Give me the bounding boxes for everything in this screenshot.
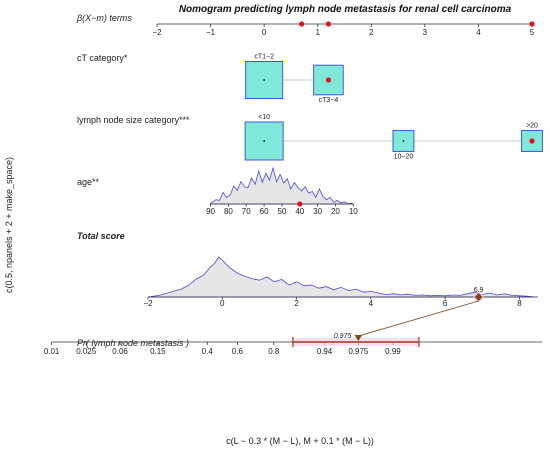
total-score-selected-label: 6.9: [474, 287, 484, 294]
ct-selected-point: [325, 77, 332, 83]
ct-category-panel: cT1−2 cT3−4: [245, 54, 344, 104]
total-score-tick-label: 4: [369, 299, 374, 308]
ln-size-panel: <10 10−20 >20: [244, 114, 543, 161]
beta-tick-label: 4: [476, 28, 481, 37]
probability-tick-label: 0.8: [268, 347, 280, 356]
age-tick-label: 90: [206, 207, 215, 216]
probability-tick-label: 0.4: [202, 347, 214, 356]
beta-tick-label: 5: [530, 28, 535, 37]
beta-marker-point: [529, 21, 535, 27]
probability-panel: 0.01 0.025 0.06 0.15 0.4 0.6 0.8 0.94 0.975 0.990…: [44, 300, 542, 356]
total-score-selected-marker: [474, 293, 483, 301]
probability-label: Pr( lymph node metastasis ): [77, 338, 189, 348]
age-tick-label: 20: [331, 207, 340, 216]
ln-level-label: <10: [258, 114, 270, 121]
ct-level-label: cT1−2: [254, 54, 274, 61]
total-score-tick-label: 2: [294, 299, 299, 308]
ln-level-label: >20: [526, 123, 538, 130]
probability-tick-label: 0.01: [44, 347, 60, 356]
ct-category-label: cT category*: [77, 53, 128, 63]
total-score-tick-label: 6: [443, 299, 448, 308]
beta-tick-label: −1: [206, 28, 216, 37]
age-tick-label: 80: [224, 207, 233, 216]
age-tick-label: 10: [349, 207, 358, 216]
beta-tick-label: 2: [369, 28, 374, 37]
beta-scale-label: β(X−m) terms: [76, 13, 132, 23]
total-score-panel: −2 0 2 4 6 8 6.9: [143, 256, 538, 308]
ln-center-dot: [263, 140, 266, 142]
probability-selected-label: 0.975: [334, 333, 352, 340]
chart-title: Nomogram predicting lymph node metastasi…: [179, 4, 512, 15]
age-tick-label: 70: [242, 207, 251, 216]
beta-tick-label: −2: [152, 28, 162, 37]
age-tick-label: 50: [277, 207, 286, 216]
age-panel: 90 80 70 60 50 40 30 20 10: [206, 166, 358, 216]
beta-tick-label: 0: [262, 28, 267, 37]
probability-tick-label: 0.6: [232, 347, 244, 356]
age-density-curve: [210, 166, 354, 205]
age-tick-label: 40: [295, 207, 304, 216]
beta-marker-point: [325, 21, 332, 27]
total-score-tick-label: 0: [220, 299, 225, 308]
beta-scale-axis: −2 −1 0 1 2 3 4 5: [152, 21, 535, 37]
beta-marker-point: [299, 21, 305, 27]
probability-selected-marker: [354, 335, 363, 341]
y-axis-label: c(0.5, npanels + 2 + make_space): [4, 157, 14, 293]
score-to-probability-connector: [358, 300, 479, 337]
ln-size-label: lymph node size category***: [77, 115, 190, 125]
total-score-tick-label: −2: [143, 299, 153, 308]
total-score-label: Total score: [77, 231, 125, 241]
total-score-tick-label: 8: [517, 299, 522, 308]
probability-tick-label: 0.15: [150, 347, 166, 356]
ct-center-dot: [263, 79, 266, 81]
age-tick-label: 30: [313, 207, 322, 216]
age-label: age**: [77, 177, 100, 187]
x-axis-label: c(L − 0.3 * (M − L), M + 0.1 * (M − L)): [226, 436, 374, 446]
ln-level-label: 10−20: [394, 153, 414, 160]
ln-center-dot: [402, 140, 405, 142]
probability-tick-label: 0.06: [112, 347, 128, 356]
beta-tick-label: 1: [315, 28, 320, 37]
ln-selected-point: [529, 138, 535, 144]
probability-tick-label: 0.025: [76, 347, 97, 356]
probability-tick-label: 0.99: [385, 347, 401, 356]
beta-tick-label: 3: [423, 28, 428, 37]
probability-tick-label: 0.94: [317, 347, 333, 356]
age-tick-label: 60: [260, 207, 269, 216]
ct-level-label: cT3−4: [319, 97, 339, 104]
probability-tick-label: 0.975: [348, 347, 369, 356]
age-selected-point: [297, 201, 303, 207]
